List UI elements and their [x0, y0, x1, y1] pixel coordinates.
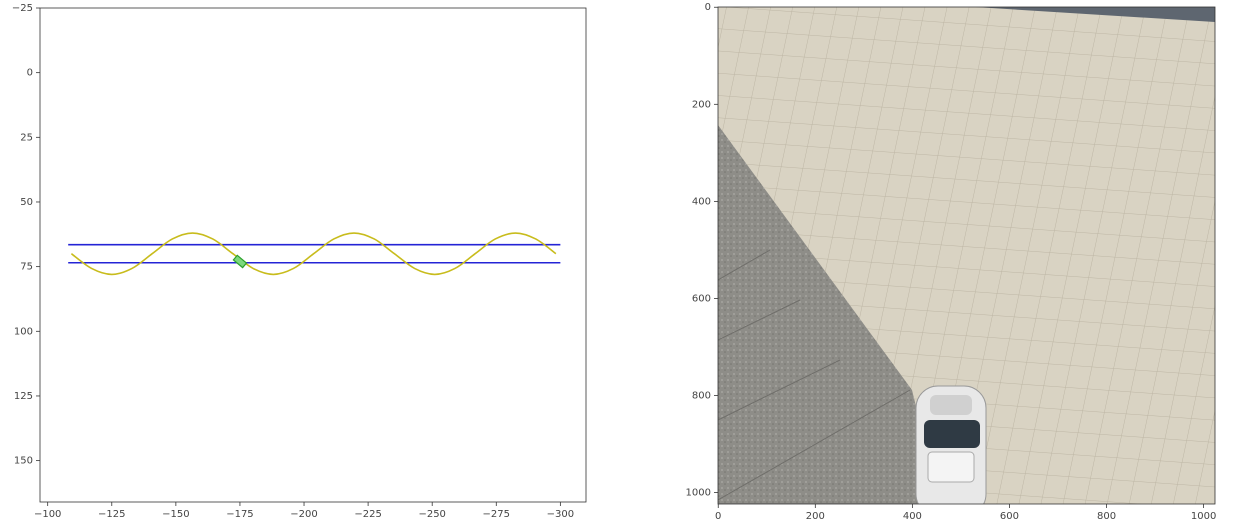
y-tick-label: 75: [20, 262, 33, 273]
x-tick-label: −225: [354, 509, 381, 520]
car: [916, 386, 986, 516]
x-tick-label: −275: [483, 509, 510, 520]
x-tick-label: −125: [98, 509, 125, 520]
x-tick-label: −150: [162, 509, 189, 520]
y-tick-label: 150: [14, 456, 33, 467]
y-tick-label: −25: [12, 3, 33, 14]
camera-image: [718, 7, 1215, 516]
y-tick-label: 800: [692, 391, 711, 402]
x-tick-label: 200: [806, 511, 825, 522]
y-tick-label: 0: [27, 68, 33, 79]
y-tick-label: 200: [692, 99, 711, 110]
y-tick-label: 400: [692, 196, 711, 207]
figure: −100−125−150−175−200−225−250−275−300−250…: [0, 0, 1239, 522]
x-tick-label: 600: [1000, 511, 1019, 522]
y-tick-label: 600: [692, 293, 711, 304]
series-line: [71, 233, 555, 274]
x-tick-label: −175: [226, 509, 253, 520]
x-tick-label: 400: [903, 511, 922, 522]
x-tick-label: −100: [34, 509, 61, 520]
x-tick-label: −250: [418, 509, 445, 520]
y-tick-label: 0: [705, 2, 711, 13]
x-tick-label: −300: [547, 509, 574, 520]
y-tick-label: 125: [14, 391, 33, 402]
vehicle: [233, 255, 246, 267]
x-tick-label: 0: [715, 511, 721, 522]
y-tick-label: 100: [14, 326, 33, 337]
x-tick-label: −200: [290, 509, 317, 520]
y-tick-label: 50: [20, 197, 33, 208]
y-tick-label: 25: [20, 132, 33, 143]
x-tick-label: 1000: [1191, 511, 1216, 522]
y-tick-label: 1000: [686, 488, 711, 499]
x-tick-label: 800: [1097, 511, 1116, 522]
